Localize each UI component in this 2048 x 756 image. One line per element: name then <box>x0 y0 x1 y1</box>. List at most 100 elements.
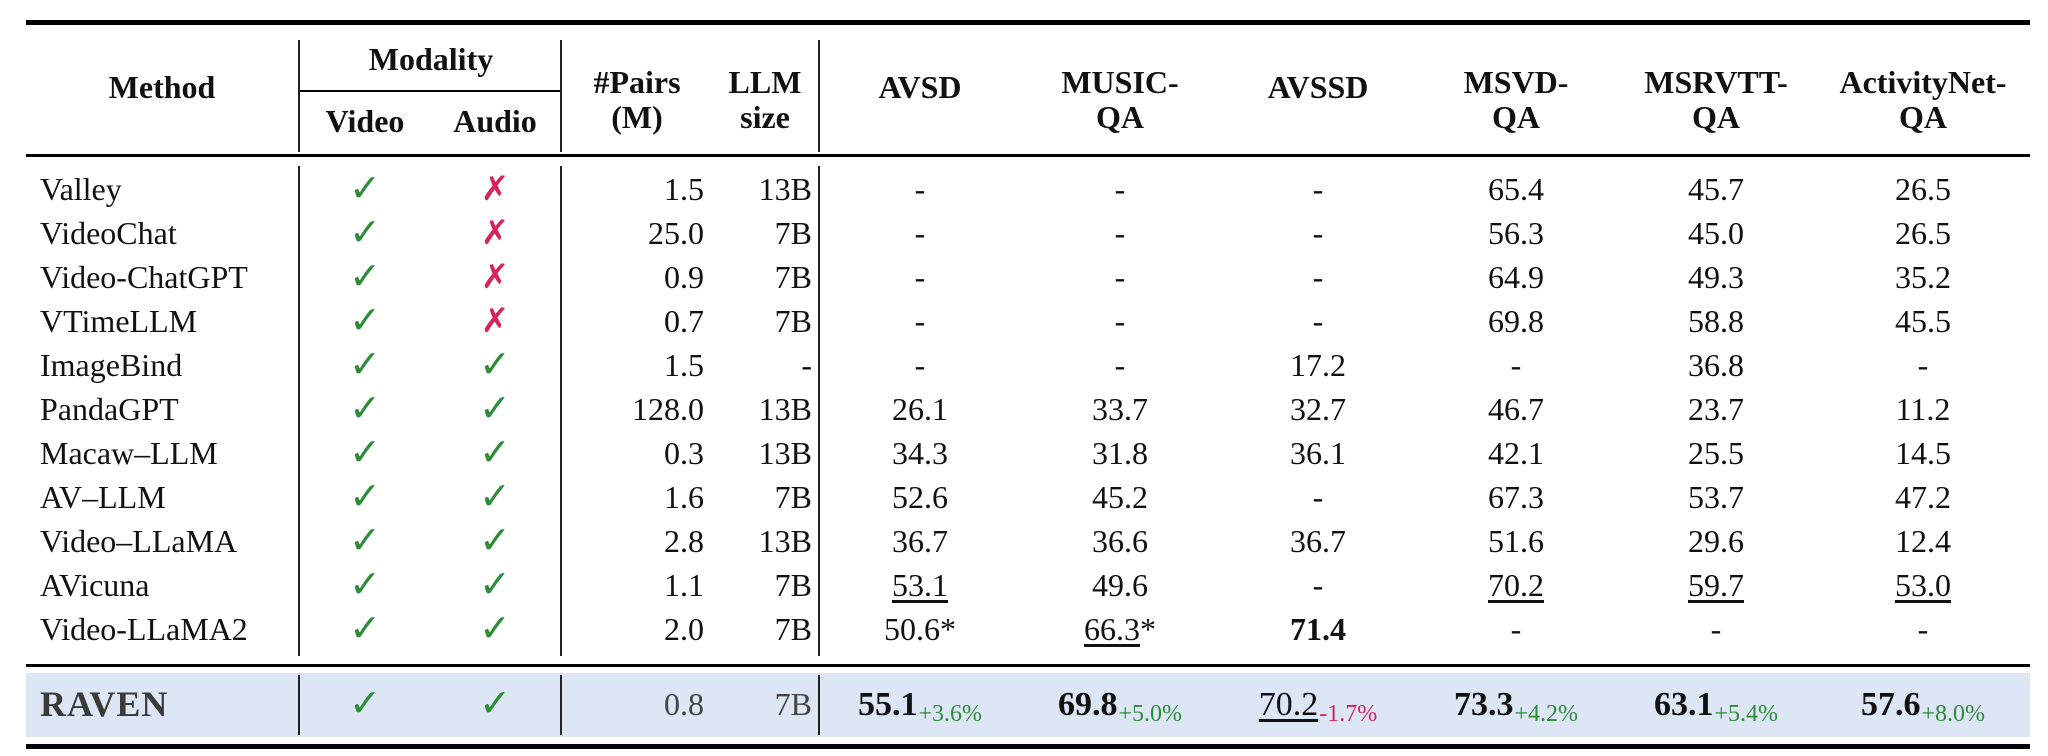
check-icon: ✓ <box>349 683 381 726</box>
avsd-value: 53.1 <box>892 567 948 604</box>
avsd-delta: +3.6% <box>918 700 983 727</box>
llm-size-cell: 7B <box>774 686 812 723</box>
msvd-value: 46.7 <box>1488 391 1544 428</box>
avssd-score-cell: 17.2 <box>1220 344 1416 388</box>
divider-method <box>298 40 300 152</box>
msvd-value: 73.3 <box>1453 686 1514 724</box>
method-cell: Video-LLaMA2 <box>40 611 248 648</box>
header-msvd-line2: QA <box>1492 99 1540 135</box>
method-cell: VTimeLLM <box>40 303 198 340</box>
avssd-value: - <box>1312 479 1324 516</box>
avssd-score-cell: - <box>1220 168 1416 212</box>
avssd-value: 32.7 <box>1290 391 1346 428</box>
anet-value: - <box>1917 611 1929 648</box>
msrvtt-value: 45.0 <box>1688 215 1744 252</box>
msrvtt-score-cell: 59.7 <box>1616 564 1816 608</box>
header-llm-line1: LLM <box>728 63 802 100</box>
msvd-value: 64.9 <box>1488 259 1544 296</box>
divider-size <box>818 40 820 152</box>
avsd-score-cell: - <box>820 300 1020 344</box>
anet-value: - <box>1917 347 1929 384</box>
check-icon: ✓ <box>349 564 381 607</box>
avsd-score-cell: 50.6* <box>820 608 1020 652</box>
msvd-score-cell: 65.4 <box>1416 168 1616 212</box>
anet-score-cell: 53.0 <box>1816 564 2030 608</box>
msrvtt-score-cell: 25.5 <box>1616 432 1816 476</box>
music-score-cell: - <box>1020 168 1220 212</box>
msrvtt-value: 49.3 <box>1688 259 1744 296</box>
msvd-score-cell: 70.2 <box>1416 564 1616 608</box>
pairs-cell: 0.7 <box>664 303 704 340</box>
msrvtt-value: 29.6 <box>1688 523 1744 560</box>
music-delta: +5.0% <box>1118 700 1183 727</box>
pairs-cell: 1.5 <box>664 347 704 384</box>
header-msrvtt-line2: QA <box>1692 99 1740 135</box>
msvd-score-cell: 56.3 <box>1416 212 1616 256</box>
msrvtt-value: 59.7 <box>1688 567 1744 604</box>
divider-method <box>298 675 300 735</box>
anet-value: 26.5 <box>1895 171 1951 208</box>
msrvtt-value: 63.1 <box>1653 686 1714 724</box>
method-cell: ImageBind <box>40 347 183 384</box>
method-cell: Video–LLaMA <box>40 523 238 560</box>
check-icon: ✓ <box>349 476 381 519</box>
avsd-score-cell: - <box>820 256 1020 300</box>
avsd-score-cell: 34.3 <box>820 432 1020 476</box>
raven-highlight-band <box>26 673 2030 737</box>
check-icon: ✓ <box>349 344 381 387</box>
check-icon: ✓ <box>349 608 381 651</box>
avssd-value: 17.2 <box>1290 347 1346 384</box>
pairs-cell: 25.0 <box>648 215 704 252</box>
check-icon: ✓ <box>479 476 511 519</box>
header-music-qa: MUSIC- QA <box>1020 48 1220 152</box>
msvd-score-cell: 69.8 <box>1416 300 1616 344</box>
avsd-score-cell: 52.6 <box>820 476 1020 520</box>
cross-icon: ✗ <box>480 215 510 253</box>
msrvtt-score-cell: 23.7 <box>1616 388 1816 432</box>
avssd-value: 36.1 <box>1290 435 1346 472</box>
anet-score-cell: 57.6 +8.0% <box>1816 673 2030 737</box>
divider-size <box>818 166 820 656</box>
msvd-value: 42.1 <box>1488 435 1544 472</box>
llm-size-cell: 13B <box>758 391 812 428</box>
anet-score-cell: - <box>1816 608 2030 652</box>
header-pairs-line1: #Pairs <box>593 63 681 100</box>
anet-score-cell: 47.2 <box>1816 476 2030 520</box>
msvd-score-cell: 67.3 <box>1416 476 1616 520</box>
avsd-value: - <box>914 347 926 384</box>
msrvtt-score-cell: 53.7 <box>1616 476 1816 520</box>
header-llm-size: LLM size <box>712 48 818 152</box>
top-rule <box>26 20 2030 25</box>
header-avssd: AVSSD <box>1267 69 1369 106</box>
msrvtt-value: 53.7 <box>1688 479 1744 516</box>
avssd-score-cell: 70.2 -1.7% <box>1220 673 1416 737</box>
msrvtt-value: 23.7 <box>1688 391 1744 428</box>
anet-value: 12.4 <box>1895 523 1951 560</box>
pairs-cell: 128.0 <box>632 391 704 428</box>
msvd-value: 65.4 <box>1488 171 1544 208</box>
header-msvd-line1: MSVD- <box>1463 63 1569 100</box>
music-suffix: * <box>1140 611 1156 648</box>
method-cell: VideoChat <box>40 215 177 252</box>
msrvtt-value: - <box>1710 611 1722 648</box>
header-audio: Audio <box>453 103 537 140</box>
pairs-cell: 0.8 <box>664 686 704 723</box>
llm-size-cell: 7B <box>774 215 812 252</box>
check-icon: ✓ <box>479 344 511 387</box>
music-value: 31.8 <box>1092 435 1148 472</box>
music-score-cell: 66.3 * <box>1020 608 1220 652</box>
avsd-score-cell: - <box>820 212 1020 256</box>
anet-score-cell: 12.4 <box>1816 520 2030 564</box>
check-icon: ✓ <box>479 683 511 726</box>
music-value: - <box>1114 171 1126 208</box>
msvd-delta: +4.2% <box>1514 700 1579 727</box>
check-icon: ✓ <box>479 564 511 607</box>
avssd-score-cell: 36.7 <box>1220 520 1416 564</box>
header-modality: Modality <box>368 41 494 78</box>
avsd-value: - <box>914 303 926 340</box>
pairs-cell: 2.0 <box>664 611 704 648</box>
pairs-cell: 0.3 <box>664 435 704 472</box>
header-video: Video <box>325 103 405 140</box>
msvd-value: 70.2 <box>1488 567 1544 604</box>
avssd-delta: -1.7% <box>1319 700 1378 727</box>
